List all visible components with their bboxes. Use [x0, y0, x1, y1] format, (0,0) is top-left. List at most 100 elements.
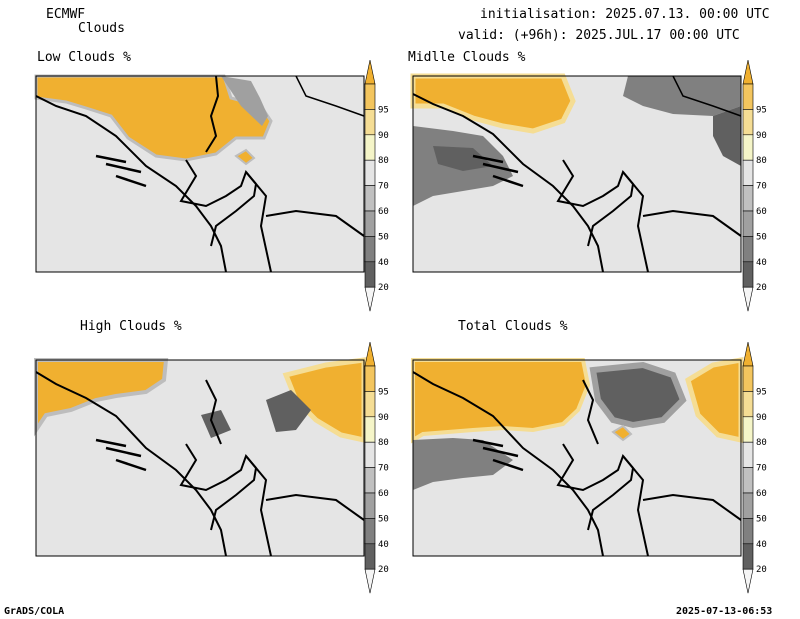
- cloud-area: [234, 148, 256, 166]
- panel-title-total: Total Clouds %: [458, 319, 568, 334]
- colorbar-segment: [364, 543, 376, 570]
- footer-software: GrADS/COLA: [4, 606, 65, 617]
- colorbar-segment: [364, 185, 376, 212]
- product-name: Clouds: [78, 21, 125, 36]
- map-panel-total: [411, 357, 744, 557]
- colorbar-label: 90: [756, 131, 767, 141]
- cloud-area: [713, 106, 741, 166]
- island: [95, 438, 147, 472]
- border: [245, 455, 272, 557]
- border: [245, 171, 272, 273]
- colorbar-segment: [364, 416, 376, 443]
- colorbar-label: 60: [378, 207, 389, 217]
- cloud-area: [410, 73, 576, 134]
- colorbar-segment: [742, 492, 754, 519]
- colorbar-label: 40: [756, 540, 767, 550]
- colorbar-segment: [742, 416, 754, 443]
- map-panel-low: [34, 74, 365, 273]
- colorbar-label: 80: [756, 156, 767, 166]
- island: [95, 154, 147, 188]
- border: [205, 379, 222, 445]
- colorbar-label: 50: [378, 232, 389, 242]
- coastline: [35, 371, 227, 557]
- cloud-area: [611, 424, 633, 442]
- colorbar-label: 95: [378, 387, 389, 397]
- colorbar-segment: [364, 492, 376, 519]
- colorbar-arrow-top: [742, 341, 754, 367]
- panel-title-high: High Clouds %: [80, 319, 182, 334]
- colorbar-segment: [742, 109, 754, 136]
- valid-time: valid: (+96h): 2025.JUL.17 00:00 UTC: [458, 28, 740, 43]
- colorbar-segment: [364, 391, 376, 418]
- colorbar-segment: [742, 210, 754, 237]
- colorbar-arrow-top: [364, 341, 376, 367]
- colorbar-segment: [364, 261, 376, 288]
- island: [472, 154, 524, 188]
- border: [582, 379, 599, 445]
- footer-timestamp: 2025-07-13-06:53: [676, 606, 773, 617]
- colorbar-label: 70: [756, 182, 767, 192]
- border: [556, 159, 635, 247]
- colorbar-label: 40: [756, 258, 767, 268]
- border: [642, 209, 742, 237]
- colorbar-label: 60: [756, 489, 767, 499]
- colorbar-label: 70: [378, 464, 389, 474]
- border: [556, 443, 635, 531]
- colorbar-label: 20: [756, 565, 767, 575]
- colorbar-label: 90: [378, 131, 389, 141]
- colorbar-bottom-left: 95 90 80 70 60 50 40 20: [364, 341, 389, 594]
- colorbar-label: 50: [756, 514, 767, 524]
- border: [265, 493, 365, 521]
- cloud-area: [221, 76, 268, 126]
- colorbar-segment: [364, 210, 376, 237]
- colorbar-segment: [742, 83, 754, 110]
- colorbar-arrow-top: [742, 59, 754, 85]
- border: [672, 75, 742, 117]
- colorbar-top-right: 95 90 80 70 60 50 40 20: [742, 59, 767, 312]
- colorbar-segment: [742, 543, 754, 570]
- cloud-area: [266, 390, 311, 432]
- panel-title-low: Low Clouds %: [37, 50, 131, 65]
- colorbar-label: 50: [756, 232, 767, 242]
- model-name: ECMWF: [46, 7, 86, 22]
- colorbar-segment: [364, 159, 376, 186]
- border: [622, 455, 649, 557]
- colorbar-label: 95: [756, 387, 767, 397]
- colorbar-label: 95: [756, 105, 767, 115]
- colorbar-segment: [742, 467, 754, 494]
- colorbar-arrow-bottom: [364, 568, 376, 594]
- colorbar-bottom-right: 95 90 80 70 60 50 40 20: [742, 341, 767, 594]
- border: [179, 159, 258, 247]
- colorbar-segment: [364, 467, 376, 494]
- colorbar-segment: [742, 441, 754, 468]
- colorbar-segment: [364, 441, 376, 468]
- colorbar-label: 40: [378, 540, 389, 550]
- border: [205, 75, 220, 153]
- colorbar-label: 70: [378, 182, 389, 192]
- colorbar-label: 80: [378, 438, 389, 448]
- colorbar-segment: [364, 83, 376, 110]
- border: [622, 171, 649, 273]
- colorbar-label: 60: [756, 207, 767, 217]
- cloud-area: [34, 358, 169, 437]
- border: [265, 209, 365, 237]
- cloud-area: [589, 361, 687, 429]
- coastline: [412, 93, 604, 273]
- colorbar-label: 40: [378, 258, 389, 268]
- map-panel-middle: [410, 73, 742, 273]
- colorbar-label: 20: [756, 283, 767, 293]
- colorbar-segment: [364, 236, 376, 263]
- map-panel-high: [34, 357, 367, 557]
- colorbar-arrow-bottom: [742, 568, 754, 594]
- colorbar-label: 95: [378, 105, 389, 115]
- colorbar-segment: [742, 261, 754, 288]
- colorbar-label: 50: [378, 514, 389, 524]
- cloud-area: [413, 438, 513, 490]
- colorbar-label: 60: [378, 489, 389, 499]
- border: [295, 75, 365, 117]
- colorbar-arrow-bottom: [742, 286, 754, 312]
- border: [179, 443, 258, 531]
- colorbar-segment: [742, 236, 754, 263]
- colorbar-label: 70: [756, 464, 767, 474]
- colorbar-label: 80: [378, 156, 389, 166]
